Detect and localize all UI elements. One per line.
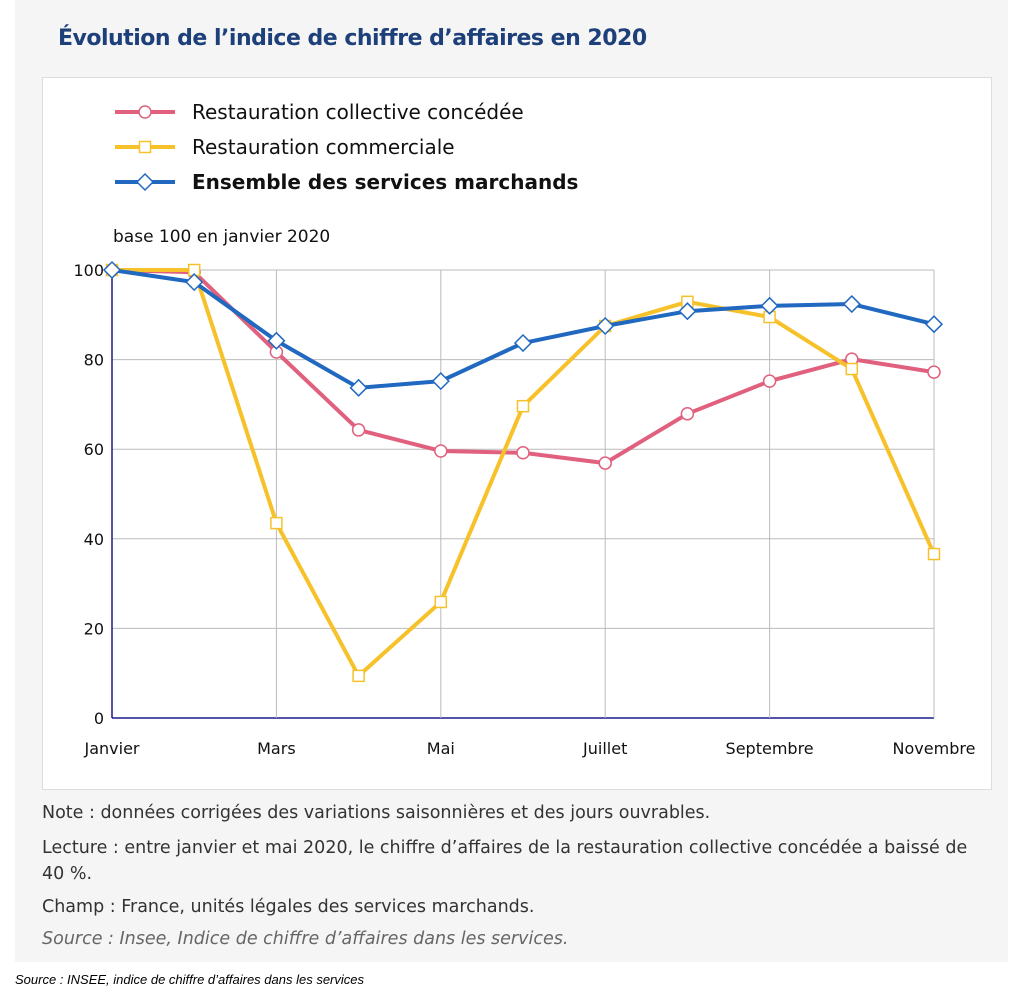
source-text: Source : Insee, Indice de chiffre d’affa…: [42, 929, 569, 949]
x-tick-label: Janvier: [84, 739, 140, 758]
x-tick-label: Septembre: [726, 739, 814, 758]
chart-box: [42, 77, 992, 790]
data-point: [760, 296, 779, 315]
line-chart: 0 20 40 60 80 100 Janvier Mars Mai Juillet Septemb…: [73, 100, 976, 758]
data-point: [516, 399, 530, 413]
y-tick-label: 100: [73, 261, 104, 280]
x-tick-label: Mars: [257, 739, 296, 758]
data-point: [927, 547, 941, 561]
legend-label: Ensemble des services marchands: [192, 170, 578, 194]
data-point: [352, 669, 365, 683]
data-point: [185, 273, 204, 292]
data-point: [431, 372, 450, 391]
note-text: Note : données corrigées des variations …: [42, 803, 711, 823]
data-point: [434, 444, 448, 458]
data-point: [513, 333, 533, 353]
series-line-0: [111, 268, 935, 466]
data-point: [516, 446, 530, 460]
legend-marker-0: [138, 105, 152, 119]
data-point: [845, 362, 859, 376]
data-point: [267, 331, 286, 350]
data-point: [434, 595, 448, 609]
data-point: [351, 423, 366, 437]
data-point: [349, 378, 368, 397]
data-point: [596, 316, 615, 336]
y-tick-label: 40: [84, 530, 104, 549]
champ-text: Champ : France, unités légales des servi…: [42, 897, 535, 917]
chart-title: Évolution de l’indice de chiffre d’affai…: [58, 26, 647, 51]
legend-label: Restauration commerciale: [192, 135, 455, 159]
data-point: [927, 365, 941, 379]
data-point: [762, 374, 777, 388]
y-tick-label: 0: [94, 709, 104, 728]
x-tick-label: Mai: [427, 739, 455, 758]
y-tick-label: 20: [84, 619, 104, 638]
y-tick-label: 60: [84, 440, 104, 459]
data-point: [102, 260, 122, 280]
legend-marker-2: [135, 172, 155, 192]
series-line-1: [112, 268, 936, 678]
legend-marker-1: [138, 140, 152, 154]
y-tick-label: 80: [84, 351, 104, 370]
data-point: [270, 516, 283, 530]
data-point: [842, 294, 861, 314]
data-point: [598, 456, 612, 470]
x-tick-label: Juillet: [582, 739, 627, 758]
data-point: [678, 302, 697, 321]
lecture-text: Lecture : entre janvier et mai 2020, le …: [42, 838, 968, 884]
data-point: [680, 407, 695, 421]
footer-source: Source : INSEE, indice de chiffre d’affa…: [15, 972, 364, 987]
legend-label: Restauration collective concédée: [192, 100, 524, 124]
y-axis-label: base 100 en janvier 2020: [113, 227, 330, 247]
x-tick-label: Novembre: [893, 739, 976, 758]
data-point: [924, 315, 944, 334]
